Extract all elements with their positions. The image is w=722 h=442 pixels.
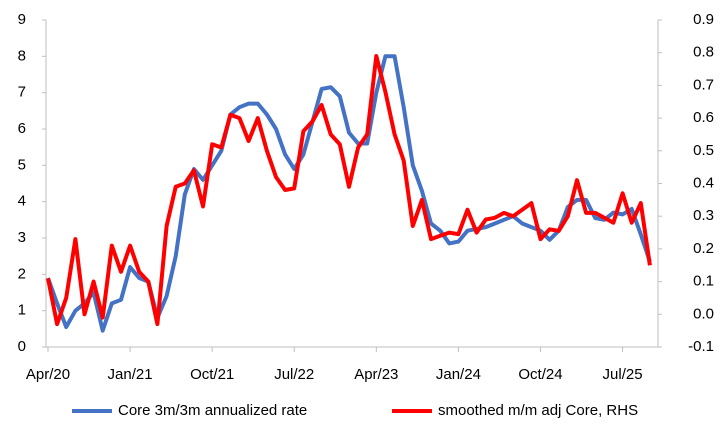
y-tick-label: 3 bbox=[18, 229, 26, 246]
series-line bbox=[46, 54, 652, 327]
y-tick-label: 2 bbox=[18, 265, 26, 282]
series-line bbox=[46, 54, 652, 333]
x-tick-label: Oct/24 bbox=[518, 366, 562, 383]
y-tick-label: 1 bbox=[18, 302, 26, 319]
x-tick-label: Jul/22 bbox=[274, 366, 314, 383]
legend-label: Core 3m/3m annualized rate bbox=[118, 402, 307, 419]
y-tick-label: 4 bbox=[18, 193, 26, 210]
y2-tick-label: 0.7 bbox=[693, 76, 714, 93]
y-tick-label: 0 bbox=[18, 338, 26, 355]
y2-tick-label: 0.2 bbox=[693, 240, 714, 257]
y2-tick-label: 0.5 bbox=[693, 142, 714, 159]
legend-label: smoothed m/m adj Core, RHS bbox=[438, 402, 638, 419]
y2-tick-label: 0.0 bbox=[693, 305, 714, 322]
y2-tick-label: 0.3 bbox=[693, 207, 714, 224]
x-tick-label: Jul/25 bbox=[603, 366, 643, 383]
y2-tick-label: 0.6 bbox=[693, 109, 714, 126]
y-tick-label: 6 bbox=[18, 120, 26, 137]
x-tick-label: Apr/20 bbox=[26, 366, 70, 383]
y2-tick-label: 0.9 bbox=[693, 11, 714, 28]
x-tick-label: Oct/21 bbox=[190, 366, 234, 383]
y-tick-label: 7 bbox=[18, 84, 26, 101]
y-tick-label: 9 bbox=[18, 11, 26, 28]
x-tick-label: Apr/23 bbox=[354, 366, 398, 383]
y2-tick-label: 0.1 bbox=[693, 273, 714, 290]
x-tick-label: Jan/21 bbox=[108, 366, 153, 383]
y-tick-label: 8 bbox=[18, 47, 26, 64]
y-tick-label: 5 bbox=[18, 156, 26, 173]
y2-tick-label: -0.1 bbox=[688, 338, 714, 355]
y2-tick-label: 0.8 bbox=[693, 44, 714, 61]
x-tick-label: Jan/24 bbox=[436, 366, 481, 383]
y2-tick-label: 0.4 bbox=[693, 174, 714, 191]
